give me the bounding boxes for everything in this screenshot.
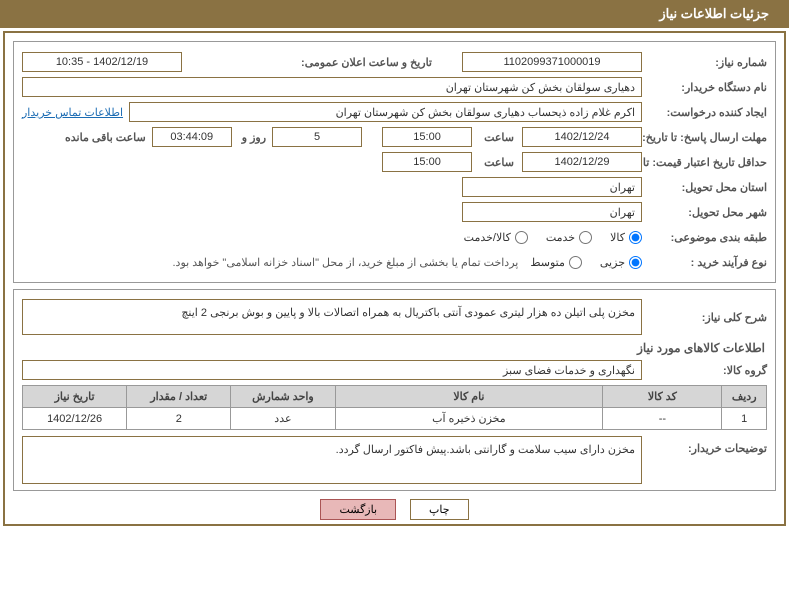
days-remain: 5 — [272, 127, 362, 147]
payment-note: پرداخت تمام یا بخشی از مبلغ خرید، از محل… — [173, 256, 519, 269]
buyer-notes-label: توضیحات خریدار: — [642, 436, 767, 484]
buyer-org-value: دهیاری سولقان بخش کن شهرستان تهران — [22, 77, 642, 97]
print-button[interactable]: چاپ — [410, 499, 469, 520]
table-header: نام کالا — [335, 386, 603, 408]
radio-medium-input[interactable] — [569, 256, 582, 269]
header-title: جزئیات اطلاعات نیاز — [659, 6, 769, 21]
radio-medium[interactable]: متوسط — [530, 256, 582, 269]
subject-class-radios: کالا خدمت کالا/خدمت — [464, 231, 642, 244]
table-header: کد کالا — [603, 386, 722, 408]
table-header: تعداد / مقدار — [127, 386, 231, 408]
radio-service[interactable]: خدمت — [546, 231, 592, 244]
goods-section-title: اطلاعات کالاهای مورد نیاز — [24, 341, 765, 355]
buyer-contact-link[interactable]: اطلاعات تماس خریدار — [22, 106, 123, 119]
buyer-org-label: نام دستگاه خریدار: — [642, 81, 767, 94]
deliv-prov-label: استان محل تحویل: — [642, 181, 767, 194]
table-cell: مخزن ذخیره آب — [335, 408, 603, 430]
need-no-value: 1102099371000019 — [462, 52, 642, 72]
footer-buttons: چاپ بازگشت — [13, 499, 776, 520]
goods-table: ردیفکد کالانام کالاواحد شمارشتعداد / مقد… — [22, 385, 767, 430]
radio-both[interactable]: کالا/خدمت — [464, 231, 528, 244]
table-cell: 1402/12/26 — [23, 408, 127, 430]
requester-label: ایجاد کننده درخواست: — [642, 106, 767, 119]
group-value: نگهداری و خدمات فضای سبز — [22, 360, 642, 380]
panel-header: جزئیات اطلاعات نیاز — [0, 0, 789, 28]
reply-time-value: 15:00 — [382, 127, 472, 147]
details-panel: شرح کلی نیاز: مخزن پلی اتیلن ده هزار لیت… — [13, 289, 776, 491]
radio-both-input[interactable] — [515, 231, 528, 244]
buyer-notes: توضیحات خریدار: مخزن دارای سیب سلامت و گ… — [22, 436, 767, 484]
remain-suffix: ساعت باقی مانده — [61, 131, 146, 144]
need-no-label: شماره نیاز: — [642, 56, 767, 69]
announce-value: 1402/12/19 - 10:35 — [22, 52, 182, 72]
table-cell: عدد — [231, 408, 335, 430]
days-word: روز و — [238, 131, 266, 144]
min-valid-date: 1402/12/29 — [522, 152, 642, 172]
radio-service-input[interactable] — [579, 231, 592, 244]
time-label-1: ساعت — [480, 131, 514, 144]
min-valid-time: 15:00 — [382, 152, 472, 172]
table-cell: -- — [603, 408, 722, 430]
radio-small[interactable]: جزیی — [600, 256, 642, 269]
time-label-2: ساعت — [480, 156, 514, 169]
radio-goods[interactable]: کالا — [610, 231, 642, 244]
announce-label: تاریخ و ساعت اعلان عمومی: — [297, 56, 432, 69]
table-header: تاریخ نیاز — [23, 386, 127, 408]
buyer-notes-box: مخزن دارای سیب سلامت و گارانتی باشد.پیش … — [22, 436, 642, 484]
requester-value: اکرم غلام زاده ذیحساب دهیاری سولقان بخش … — [129, 102, 642, 122]
deliv-prov-value: تهران — [462, 177, 642, 197]
need-summary-box: مخزن پلی اتیلن ده هزار لیتری عمودی آنتی … — [22, 299, 642, 335]
process-radios: جزیی متوسط — [530, 256, 642, 269]
reply-date-value: 1402/12/24 — [522, 127, 642, 147]
form-panel: شماره نیاز: 1102099371000019 تاریخ و ساع… — [13, 41, 776, 283]
deliv-city-value: تهران — [462, 202, 642, 222]
radio-small-input[interactable] — [629, 256, 642, 269]
group-label: گروه کالا: — [642, 364, 767, 377]
main-frame: شماره نیاز: 1102099371000019 تاریخ و ساع… — [3, 31, 786, 526]
back-button[interactable]: بازگشت — [320, 499, 396, 520]
subject-class-label: طبقه بندی موضوعی: — [642, 231, 767, 244]
table-header: ردیف — [722, 386, 767, 408]
process-label: نوع فرآیند خرید : — [642, 256, 767, 269]
table-cell: 1 — [722, 408, 767, 430]
min-valid-label: حداقل تاریخ اعتبار قیمت: تا تاریخ: — [642, 156, 767, 169]
table-header: واحد شمارش — [231, 386, 335, 408]
deliv-city-label: شهر محل تحویل: — [642, 206, 767, 219]
table-row: 1--مخزن ذخیره آبعدد21402/12/26 — [23, 408, 767, 430]
need-summary-label: شرح کلی نیاز: — [642, 311, 767, 324]
radio-goods-input[interactable] — [629, 231, 642, 244]
hours-remain: 03:44:09 — [152, 127, 232, 147]
table-cell: 2 — [127, 408, 231, 430]
reply-deadline-label: مهلت ارسال پاسخ: تا تاریخ: — [642, 131, 767, 144]
